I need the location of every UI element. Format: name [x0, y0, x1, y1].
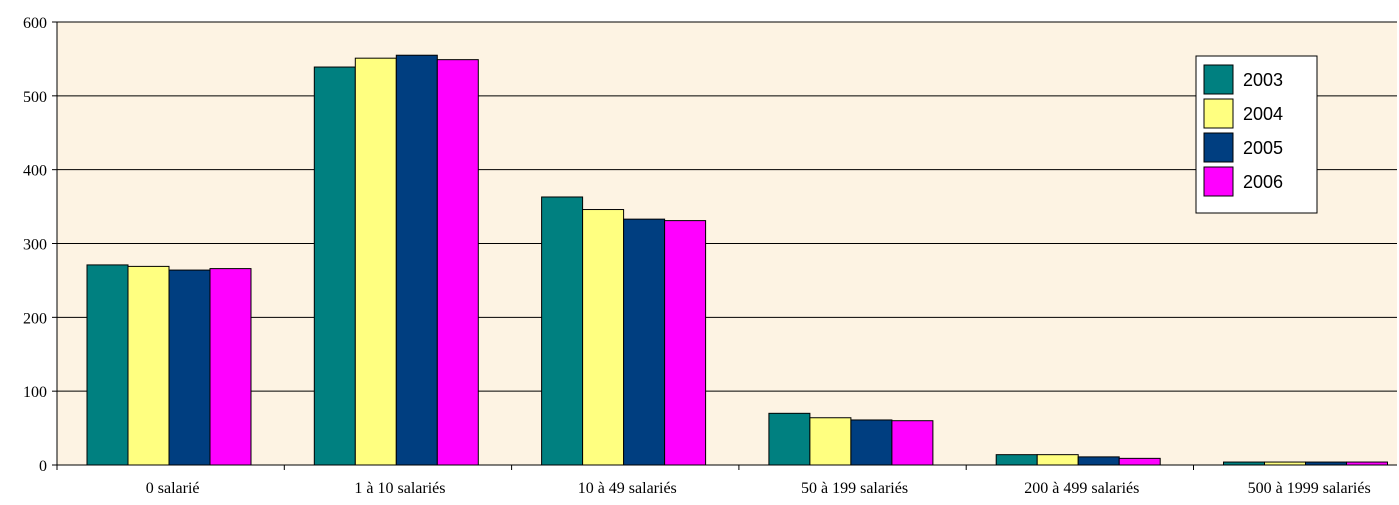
legend-label: 2004: [1243, 104, 1283, 124]
y-tick-label: 500: [23, 89, 47, 106]
legend-swatch: [1203, 98, 1234, 129]
legend-label: 2006: [1243, 172, 1283, 192]
bar: [86, 264, 129, 466]
y-tick-label: 0: [39, 458, 47, 475]
y-tick-label: 300: [23, 237, 47, 254]
x-tick-label: 200 à 499 salariés: [1024, 480, 1139, 497]
legend-swatch: [1203, 64, 1234, 95]
bar: [541, 196, 584, 466]
bar: [209, 268, 252, 466]
x-tick-labels: 0 salarié 1 à 10 salariés 10 à 49 salariés…: [146, 480, 1371, 497]
legend-label: 2003: [1243, 70, 1283, 90]
bar: [395, 54, 438, 466]
bar: [850, 419, 893, 466]
x-tick-label: 500 à 1999 salariés: [1248, 480, 1371, 497]
bar: [664, 220, 707, 466]
x-tick-label: 10 à 49 salariés: [578, 480, 677, 497]
y-tick-label: 100: [23, 384, 47, 401]
bar: [582, 209, 625, 466]
bar: [809, 417, 852, 466]
bar: [354, 57, 397, 466]
bars: [86, 54, 1388, 466]
x-tick-label: 50 à 199 salariés: [801, 480, 908, 497]
legend: 2003 2004 2005 2006: [1195, 55, 1318, 214]
y-tick-label: 600: [23, 15, 47, 32]
bar: [623, 218, 666, 466]
bar: [313, 66, 356, 466]
bar: [436, 59, 479, 466]
bar: [1036, 454, 1079, 466]
legend-swatch: [1203, 132, 1234, 163]
x-tick-label: 1 à 10 salariés: [354, 480, 445, 497]
y-tick-label: 200: [23, 310, 47, 327]
axes: [56, 22, 1397, 470]
bar: [1077, 456, 1120, 466]
legend-label: 2005: [1243, 138, 1283, 158]
bar: [168, 269, 211, 466]
bar: [995, 454, 1038, 466]
bar: [127, 265, 170, 466]
bar: [768, 412, 811, 466]
y-tick-labels: 0 100 200 300 400 500 600: [23, 15, 47, 475]
y-tick-label: 400: [23, 163, 47, 180]
bar: [1118, 457, 1161, 466]
bar: [891, 420, 934, 466]
gridlines: [52, 21, 1397, 466]
legend-swatch: [1203, 166, 1234, 197]
x-tick-label: 0 salarié: [146, 480, 200, 497]
